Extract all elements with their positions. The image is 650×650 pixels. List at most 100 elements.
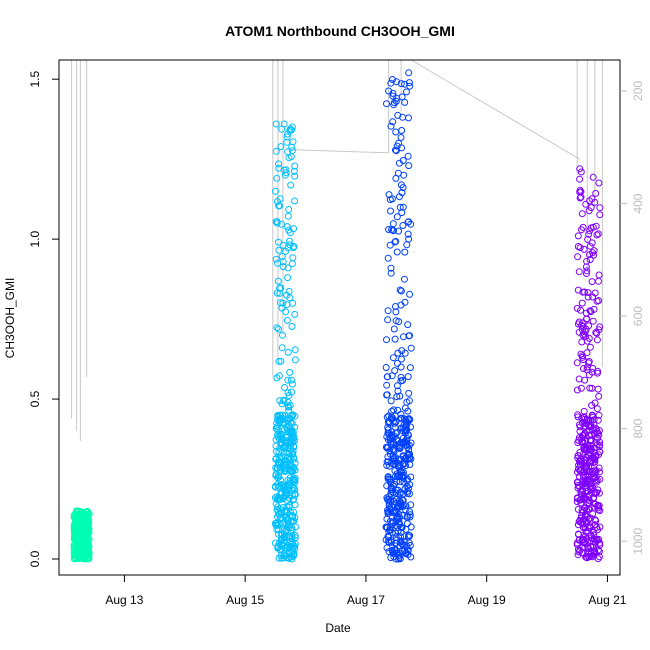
data-point — [582, 553, 590, 561]
data-point — [283, 503, 291, 511]
data-point — [393, 142, 401, 150]
data-point — [400, 460, 408, 468]
data-point — [285, 392, 293, 399]
data-point — [578, 226, 585, 234]
data-point — [276, 289, 284, 297]
data-point — [274, 277, 282, 285]
data-point — [404, 218, 412, 226]
x-tick-label: Aug 17 — [347, 593, 385, 607]
data-point — [388, 226, 396, 233]
data-point — [583, 417, 591, 424]
data-point — [580, 531, 588, 539]
data-point — [282, 513, 290, 521]
data-point — [573, 478, 581, 486]
data-point — [588, 278, 596, 286]
x-axis: Aug 13 Aug 15 Aug 17 Aug 19 Aug 21 — [105, 575, 627, 607]
data-point — [283, 316, 291, 324]
data-point — [383, 381, 391, 389]
data-point — [403, 398, 411, 406]
data-point — [383, 413, 391, 421]
data-point — [285, 403, 293, 411]
data-point — [580, 468, 588, 476]
data-point — [283, 223, 291, 231]
series-2 — [382, 69, 415, 563]
data-point — [405, 531, 413, 539]
data-point — [585, 371, 593, 379]
data-point — [578, 210, 586, 218]
data-point — [596, 211, 604, 219]
data-point — [579, 323, 587, 330]
data-point — [587, 531, 595, 539]
data-point — [273, 423, 281, 430]
data-point — [388, 413, 395, 421]
data-point — [394, 349, 402, 357]
data-point — [291, 172, 299, 180]
data-point — [587, 482, 595, 490]
y-right-tick-label: 1000 — [631, 528, 645, 555]
data-point — [399, 184, 407, 192]
data-point — [290, 484, 298, 492]
data-point — [279, 299, 287, 307]
data-point — [272, 424, 280, 432]
data-point — [574, 551, 582, 559]
data-point — [286, 294, 294, 302]
data-point — [405, 446, 413, 454]
data-point — [278, 253, 286, 260]
data-point — [399, 427, 407, 435]
data-point — [585, 499, 593, 507]
data-point — [284, 444, 292, 452]
data-point — [399, 501, 407, 509]
data-point — [284, 130, 292, 138]
data-point — [595, 277, 602, 285]
data-point — [399, 157, 407, 164]
data-point — [79, 540, 86, 547]
data-point — [291, 197, 299, 205]
data-point — [390, 99, 398, 107]
data-point — [74, 545, 82, 553]
data-point — [591, 399, 599, 407]
data-point — [288, 380, 296, 388]
data-point — [580, 330, 588, 338]
data-point — [593, 405, 601, 413]
data-point — [397, 415, 404, 423]
data-point — [275, 238, 282, 246]
data-point — [407, 501, 415, 509]
data-point — [273, 526, 281, 534]
data-point — [285, 226, 293, 234]
data-point — [585, 334, 593, 342]
data-point — [284, 212, 292, 220]
data-point — [577, 168, 585, 176]
pressure-trace — [410, 59, 580, 160]
data-point — [274, 484, 282, 491]
data-point — [583, 315, 591, 323]
data-point — [288, 466, 296, 474]
data-point — [390, 325, 398, 333]
data-point — [272, 500, 280, 508]
data-point — [83, 535, 91, 543]
data-point — [384, 506, 391, 514]
y-axis: 0.0 0.5 1.0 1.5 — [28, 71, 59, 567]
data-point — [279, 258, 287, 266]
data-point — [394, 472, 402, 480]
data-point — [290, 455, 298, 463]
data-point — [596, 323, 604, 331]
data-point — [589, 510, 597, 518]
data-point — [276, 202, 283, 210]
data-point — [590, 548, 598, 555]
data-point — [83, 548, 91, 555]
data-point — [577, 306, 585, 314]
data-point — [281, 464, 289, 472]
data-point — [284, 348, 292, 356]
data-point — [586, 256, 594, 263]
data-point — [272, 255, 280, 263]
data-point — [393, 496, 401, 503]
series-3 — [573, 165, 604, 563]
data-point — [290, 225, 298, 233]
data-point — [577, 384, 585, 392]
data-point — [274, 416, 282, 424]
data-point — [392, 128, 400, 136]
data-point — [397, 80, 405, 88]
data-point — [398, 511, 406, 519]
data-point — [595, 464, 603, 472]
data-point — [275, 246, 283, 254]
